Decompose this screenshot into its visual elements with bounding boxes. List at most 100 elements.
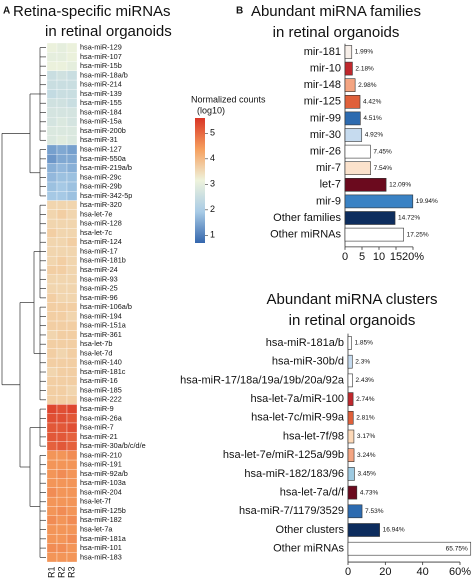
- bar: [344, 61, 353, 76]
- heatmap-cell: [46, 172, 58, 183]
- heatmap-cell: [66, 181, 78, 192]
- heatmap-cell: [66, 385, 78, 396]
- heatmap-cell: [46, 506, 58, 516]
- row-label: hsa-miR-210: [80, 450, 122, 459]
- heatmap-cell: [46, 191, 58, 201]
- heatmap-cell: [56, 339, 68, 349]
- bar: [344, 45, 353, 59]
- heatmap-cell: [66, 506, 78, 516]
- heatmap-cell: [46, 330, 58, 340]
- category-label: mir-9: [316, 195, 341, 207]
- row-label: hsa-miR-15b: [80, 61, 122, 70]
- value-label: 17.25%: [407, 231, 429, 238]
- value-label: 2.18%: [355, 65, 374, 72]
- row-label: hsa-miR-92a/b: [80, 469, 128, 478]
- heatmap-cell: [66, 42, 78, 53]
- value-label: 4.73%: [360, 489, 379, 496]
- x-tick-label: 20%: [402, 251, 424, 263]
- colorbar-title: Normalized counts: [191, 94, 266, 104]
- row-label: hsa-miR-96: [80, 293, 118, 302]
- chart-title: Retina-specific miRNAs: [13, 3, 171, 20]
- heatmap-cell: [56, 228, 68, 238]
- row-label: hsa-let-7b: [80, 339, 112, 348]
- heatmap-cell: [46, 126, 58, 136]
- bar: [344, 194, 414, 209]
- category-label: mir-148: [304, 79, 341, 91]
- x-tick-label: 0: [345, 566, 351, 578]
- row-label: hsa-miR-139: [80, 89, 122, 98]
- heatmap-cell: [66, 357, 78, 368]
- category-label: mir-181: [304, 46, 341, 58]
- heatmap-cell: [66, 487, 78, 498]
- heatmap-cell: [56, 52, 68, 62]
- heatmap-cell: [66, 116, 78, 127]
- row-label: hsa-miR-93: [80, 274, 118, 283]
- heatmap-cell: [66, 79, 78, 90]
- row-label: hsa-miR-124: [80, 237, 122, 246]
- row-label: hsa-miR-24: [80, 265, 118, 274]
- category-label: Other clusters: [276, 524, 345, 536]
- heatmap-cell: [46, 320, 58, 331]
- heatmap-cell: [66, 469, 78, 479]
- value-label: 65.75%: [446, 545, 468, 552]
- colorbar-tick-label: 2: [210, 204, 215, 214]
- heatmap-cell: [66, 320, 78, 331]
- row-label: hsa-miR-26a: [80, 413, 123, 422]
- heatmap-cell: [56, 218, 68, 229]
- row-label: hsa-miR-127: [80, 145, 122, 154]
- category-label: hsa-let-7a/miR-100: [250, 393, 344, 405]
- heatmap-cell: [66, 52, 78, 62]
- heatmap-cell: [66, 311, 78, 322]
- colorbar-tick-label: 3: [210, 179, 215, 189]
- heatmap-cell: [46, 61, 58, 71]
- heatmap-cell: [56, 246, 68, 257]
- bar: [347, 410, 354, 425]
- heatmap-cell: [66, 422, 78, 433]
- heatmap-cell: [56, 543, 68, 553]
- heatmap-cell: [56, 79, 68, 90]
- chart-title: Abundant miRNA families: [251, 3, 421, 20]
- heatmap-cell: [46, 478, 58, 489]
- x-tick-label: 15: [390, 251, 402, 263]
- row-label: hsa-miR-29c: [80, 172, 122, 181]
- heatmap-cell: [56, 265, 68, 275]
- heatmap-cell: [56, 283, 68, 294]
- heatmap-cell: [56, 487, 68, 498]
- bar: [347, 467, 355, 481]
- heatmap-cell: [66, 293, 78, 303]
- x-tick-label: 60%: [449, 566, 471, 578]
- value-label: 7.45%: [373, 148, 392, 155]
- row-label: hsa-miR-222: [80, 395, 122, 404]
- heatmap-cell: [66, 144, 78, 155]
- row-label: hsa-miR-342-5p: [80, 191, 132, 200]
- value-label: 14.72%: [398, 215, 420, 222]
- heatmap-cell: [46, 543, 58, 553]
- heatmap-cell: [46, 432, 58, 442]
- heatmap-cell: [56, 61, 68, 71]
- heatmap-cell: [66, 89, 78, 99]
- value-label: 4.42%: [363, 99, 382, 106]
- bar: [344, 144, 371, 159]
- heatmap-cell: [66, 339, 78, 349]
- heatmap-cell: [46, 441, 58, 451]
- row-label: hsa-miR-185: [80, 385, 122, 394]
- value-label: 3.45%: [357, 471, 376, 478]
- category-label: hsa-let-7e/miR-125a/99b: [223, 449, 344, 461]
- heatmap-cell: [56, 89, 68, 99]
- heatmap-cell: [66, 200, 78, 210]
- heatmap-cell: [66, 98, 78, 109]
- category-label: mir-10: [310, 63, 341, 75]
- bar: [344, 211, 396, 225]
- value-label: 2.74%: [356, 396, 375, 403]
- bar: [344, 128, 363, 142]
- bar: [344, 178, 387, 192]
- heatmap-cell: [46, 552, 58, 563]
- heatmap-cell: [46, 209, 58, 220]
- row-label: hsa-miR-16: [80, 376, 118, 385]
- heatmap-cell: [56, 422, 68, 433]
- heatmap-cell: [46, 42, 58, 53]
- category-label: hsa-let-7a/d/f: [280, 487, 345, 499]
- heatmap-cell: [46, 163, 58, 173]
- heatmap-cell: [56, 395, 68, 405]
